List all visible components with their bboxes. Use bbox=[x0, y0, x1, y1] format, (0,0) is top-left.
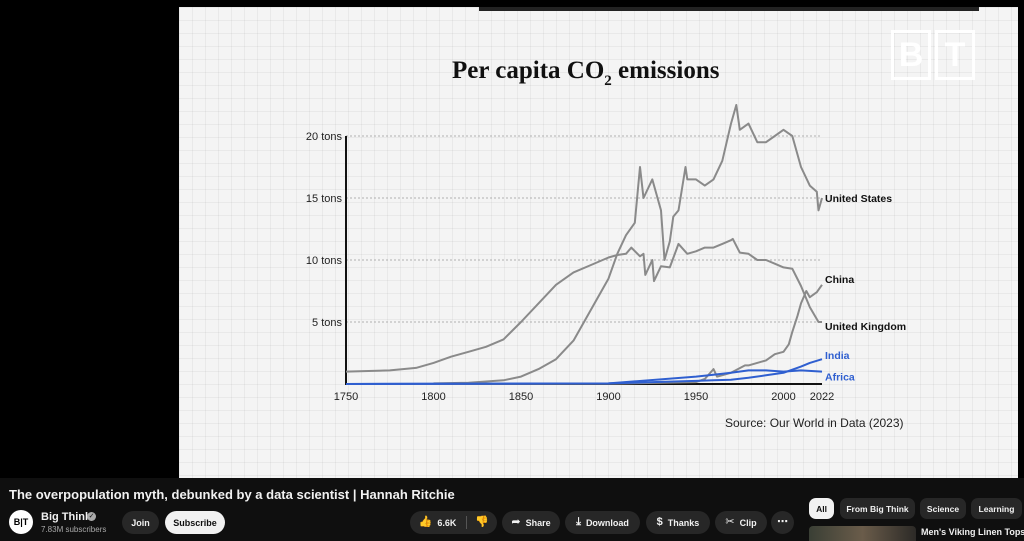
thumbs-down-icon: 👎 bbox=[475, 516, 489, 528]
series-label-united-states: United States bbox=[825, 193, 892, 205]
x-tick-label: 1950 bbox=[684, 391, 708, 403]
chip-from-big-think[interactable]: From Big Think bbox=[840, 498, 915, 519]
thanks-label: Thanks bbox=[667, 517, 700, 528]
thanks-button[interactable]: $ Thanks bbox=[646, 511, 710, 534]
chart-source: Source: Our World in Data (2023) bbox=[725, 416, 904, 430]
video-top-edge bbox=[479, 7, 979, 11]
x-tick-label: 2000 bbox=[771, 391, 795, 403]
logo-letter-b: B bbox=[891, 30, 931, 80]
channel-watermark-logo: B T bbox=[891, 30, 975, 80]
x-tick-label: 1800 bbox=[421, 391, 445, 403]
chart-title-main: Per capita CO bbox=[452, 57, 604, 84]
chip-all[interactable]: All bbox=[809, 498, 834, 519]
logo-letter-t: T bbox=[935, 30, 975, 80]
dislike-button[interactable]: 👎 bbox=[467, 511, 497, 534]
verified-check-icon: ✓ bbox=[87, 512, 96, 521]
video-frame[interactable]: B T Per capita CO2 emissions 5 tons 10 to… bbox=[179, 7, 1018, 478]
like-count: 6.6K bbox=[437, 517, 457, 528]
scissors-icon: ✂ bbox=[725, 516, 735, 528]
share-button[interactable]: ➦ Share bbox=[502, 511, 560, 534]
like-dislike-group: 👍 6.6K 👎 bbox=[410, 511, 497, 534]
join-button[interactable]: Join bbox=[122, 511, 159, 534]
series-label-united-kingdom: United Kingdom bbox=[825, 321, 906, 333]
recommended-video-thumbnail[interactable] bbox=[809, 526, 916, 541]
series-line-united-kingdom bbox=[345, 237, 822, 373]
channel-name[interactable]: Big Think bbox=[41, 511, 92, 523]
x-tick-label: 2022 bbox=[810, 391, 834, 403]
chip-science[interactable]: Science bbox=[920, 498, 966, 519]
like-button[interactable]: 👍 6.6K bbox=[410, 511, 465, 534]
y-tick-label: 15 tons bbox=[306, 193, 343, 205]
series-label-china: China bbox=[825, 274, 854, 286]
recommended-video-title[interactable]: Men's Viking Linen Tops fo bbox=[921, 527, 1024, 537]
subscribe-button[interactable]: Subscribe bbox=[165, 511, 225, 534]
more-actions-button[interactable]: ⋯ bbox=[771, 511, 794, 534]
chip-learning[interactable]: Learning bbox=[971, 498, 1022, 519]
series-label-africa: Africa bbox=[825, 372, 855, 384]
chart-title: Per capita CO2 emissions bbox=[452, 57, 720, 89]
download-icon: ⤓ bbox=[576, 516, 581, 528]
x-tick-label: 1750 bbox=[334, 391, 358, 403]
x-tick-label: 1900 bbox=[596, 391, 620, 403]
thumbs-up-icon: 👍 bbox=[418, 516, 433, 528]
subscriber-count: 7.83M subscribers bbox=[41, 525, 107, 534]
series-label-india: India bbox=[825, 350, 850, 362]
share-arrow-icon: ➦ bbox=[511, 516, 521, 528]
y-tick-label: 20 tons bbox=[306, 131, 343, 143]
series-line-united-states bbox=[433, 104, 823, 385]
video-title: The overpopulation myth, debunked by a d… bbox=[9, 487, 455, 502]
chart-title-suffix: emissions bbox=[612, 57, 720, 84]
clip-label: Clip bbox=[739, 517, 757, 528]
y-tick-label: 5 tons bbox=[312, 317, 342, 329]
clip-button[interactable]: ✂ Clip bbox=[715, 511, 767, 534]
series-line-india bbox=[345, 358, 823, 385]
chart-title-subscript: 2 bbox=[604, 73, 612, 89]
share-label: Share bbox=[525, 517, 551, 528]
x-tick-label: 1850 bbox=[509, 391, 533, 403]
channel-avatar[interactable]: B|T bbox=[9, 510, 33, 534]
co2-chart: Per capita CO2 emissions 5 tons 10 tons 15… bbox=[306, 57, 906, 430]
y-tick-label: 10 tons bbox=[306, 255, 343, 267]
video-player[interactable]: B T Per capita CO2 emissions 5 tons 10 to… bbox=[0, 0, 1024, 478]
thanks-dollar-icon: $ bbox=[656, 516, 663, 528]
like-divider bbox=[466, 516, 467, 529]
more-horizontal-icon: ⋯ bbox=[777, 516, 788, 528]
series-line-china bbox=[345, 284, 823, 385]
download-button[interactable]: ⤓ Download bbox=[565, 511, 640, 534]
series-line-africa bbox=[345, 369, 823, 385]
download-label: Download bbox=[585, 517, 629, 528]
